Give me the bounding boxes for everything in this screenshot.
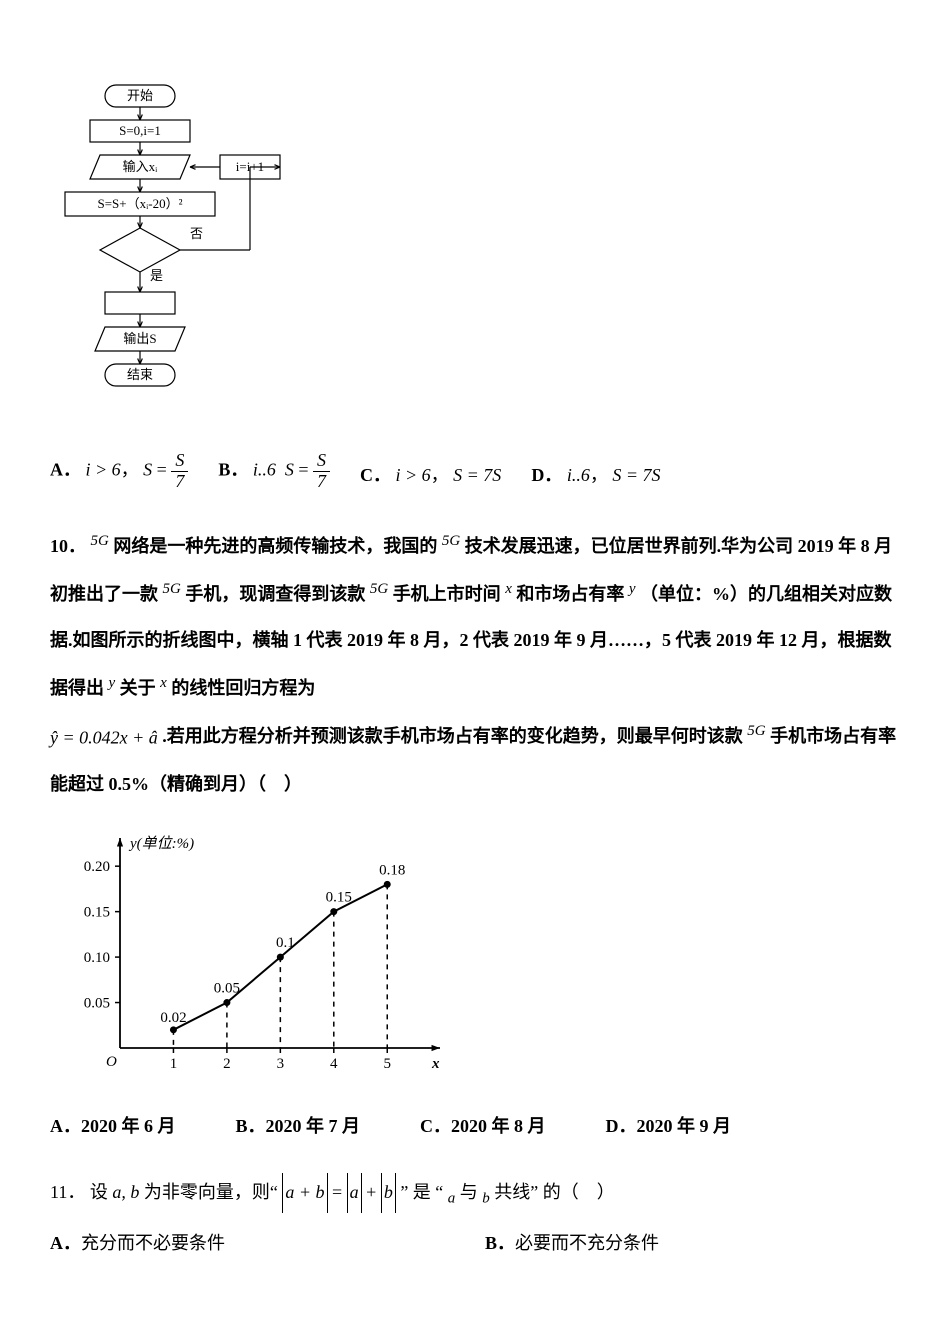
svg-text:结束: 结束 — [127, 367, 153, 382]
svg-text:O: O — [106, 1054, 117, 1070]
q11-choices: A．充分而不必要条件 B．必要而不充分条件 — [50, 1226, 900, 1260]
q9-choice-B: B． i..6 S = S7 — [218, 451, 330, 492]
flowchart-svg: 开始S=0,i=1输入xᵢi=i+1S=S+（xᵢ-20）²输出S结束否是 — [50, 80, 310, 410]
q9-choice-C: C． i > 6， S = 7S — [360, 458, 501, 492]
svg-text:0.05: 0.05 — [214, 981, 240, 997]
svg-text:S=0,i=1: S=0,i=1 — [119, 123, 161, 138]
q10-choice-A: A．2020 年 6 月 — [50, 1109, 176, 1143]
svg-text:0.20: 0.20 — [84, 859, 110, 875]
svg-text:否: 否 — [190, 226, 203, 241]
svg-text:是: 是 — [150, 268, 163, 283]
flowchart-figure: 开始S=0,i=1输入xᵢi=i+1S=S+（xᵢ-20）²输出S结束否是 — [50, 80, 900, 421]
svg-text:1: 1 — [170, 1056, 178, 1072]
svg-text:4: 4 — [330, 1056, 338, 1072]
svg-text:x: x — [431, 1056, 440, 1072]
svg-text:0.15: 0.15 — [326, 890, 352, 906]
q10-chart: 0.05 0.10 0.15 0.20 1 2 3 4 5 Oy(单位:%) x 0.02 0.05 0.… — [50, 828, 900, 1099]
q11-choice-A: A．充分而不必要条件 — [50, 1226, 225, 1260]
svg-text:0.02: 0.02 — [160, 1010, 186, 1026]
q10-choices: A．2020 年 6 月 B．2020 年 7 月 C．2020 年 8 月 D… — [50, 1109, 900, 1143]
svg-text:输入xᵢ: 输入xᵢ — [123, 159, 159, 174]
q10-choice-C: C．2020 年 8 月 — [420, 1109, 546, 1143]
q10-choice-D: D．2020 年 9 月 — [606, 1109, 732, 1143]
svg-text:开始: 开始 — [127, 88, 153, 103]
svg-text:输出S: 输出S — [123, 331, 156, 346]
svg-text:0.1: 0.1 — [276, 935, 295, 951]
q11-number: 11． — [50, 1182, 85, 1202]
svg-text:0.15: 0.15 — [84, 905, 110, 921]
q10-number: 10． — [50, 536, 86, 556]
q10-choice-B: B．2020 年 7 月 — [236, 1109, 361, 1143]
svg-text:y(单位:%): y(单位:%) — [128, 835, 194, 852]
q10-text: 10． 5G 网络是一种先进的高频传输技术，我国的 5G 技术发展迅速，已位居世… — [50, 522, 900, 808]
svg-text:0.18: 0.18 — [379, 862, 405, 878]
q10-chart-svg: 0.05 0.10 0.15 0.20 1 2 3 4 5 Oy(单位:%) x 0.02 0.05 0.… — [50, 828, 450, 1088]
svg-text:0.10: 0.10 — [84, 950, 110, 966]
q10-regression-eq: ŷ = 0.042x + â — [50, 727, 158, 747]
svg-text:0.05: 0.05 — [84, 996, 110, 1012]
q9-choice-D: D． i..6， S = 7S — [531, 458, 660, 492]
svg-text:3: 3 — [277, 1056, 285, 1072]
q11-text: 11． 设 a, b 为非零向量，则“ a + b = a + b ” 是 “ … — [50, 1173, 900, 1216]
svg-text:2: 2 — [223, 1056, 231, 1072]
svg-text:5: 5 — [383, 1056, 391, 1072]
q9-choices: A． i > 6， S = S7 B． i..6 S = S7 C． i > 6… — [50, 451, 900, 492]
svg-text:S=S+（xᵢ-20）²: S=S+（xᵢ-20）² — [98, 196, 183, 211]
q9-choice-A: A． i > 6， S = S7 — [50, 451, 188, 492]
q11-choice-B: B．必要而不充分条件 — [485, 1226, 659, 1260]
